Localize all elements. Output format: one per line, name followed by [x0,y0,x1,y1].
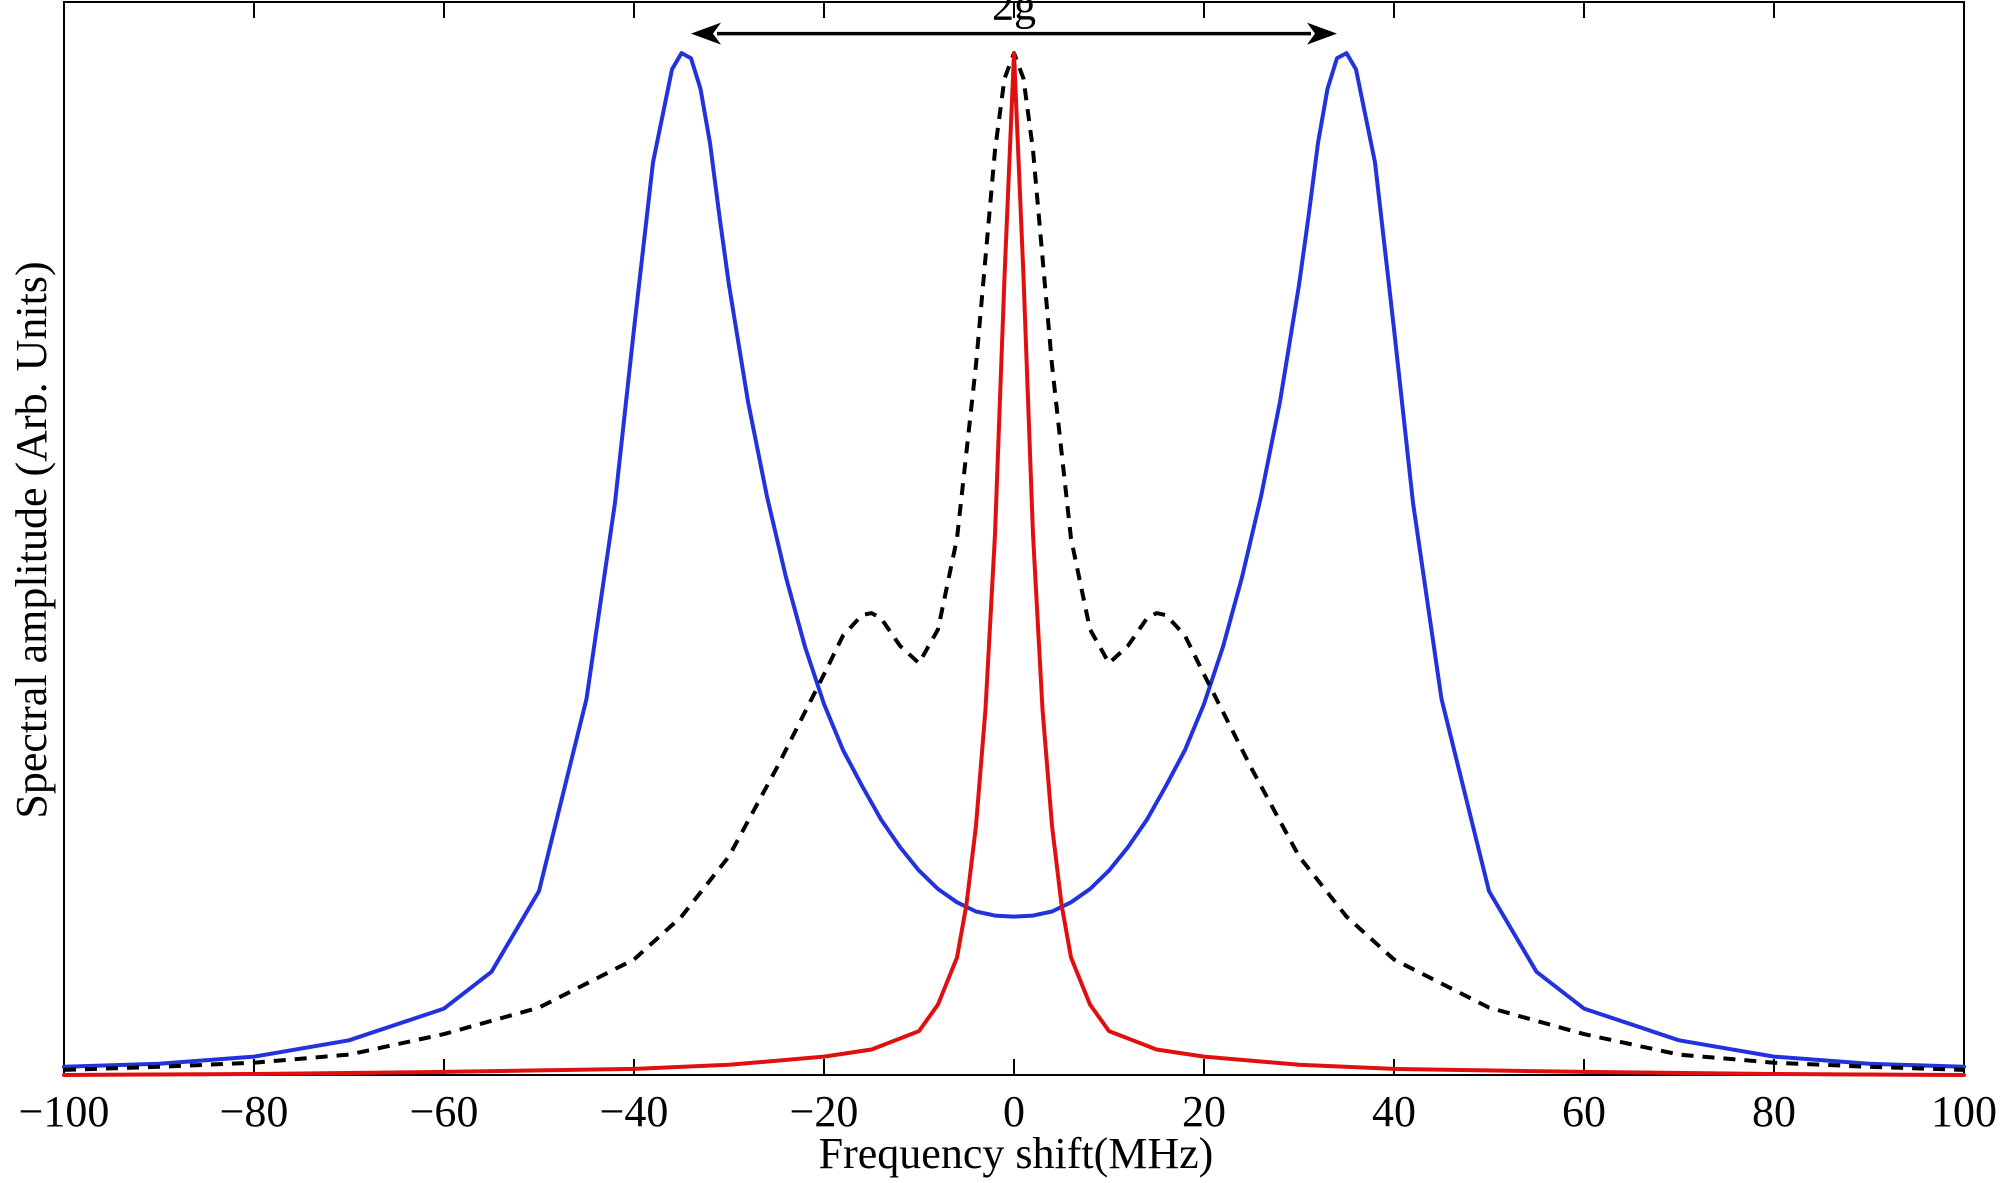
series-line-3 [62,51,1966,1077]
x-tick-label: −100 [19,1087,110,1136]
x-tick-label: 0 [1003,1087,1025,1136]
x-tick-label: 80 [1752,1087,1796,1136]
x-axis-label: Frequency shift(MHz) [819,1129,1214,1178]
x-tick-label: 100 [1931,1087,1997,1136]
plot-series [62,51,1966,1077]
x-tick-label: −80 [220,1087,289,1136]
x-tick-label: −20 [790,1087,859,1136]
x-tick-label: 20 [1182,1087,1226,1136]
arrow-head-left [691,22,721,45]
series-line-1 [62,51,1966,1069]
x-tick-label: 40 [1372,1087,1416,1136]
annotation: 2g [691,0,1337,45]
arrow-head-right [1307,22,1337,45]
annotation-label: 2g [992,0,1036,30]
plot-frame [63,1,1965,1076]
x-tick-label: 60 [1562,1087,1606,1136]
x-tick-label: −60 [410,1087,479,1136]
y-axis-label: Spectral amplitude (Arb. Units) [7,261,56,818]
axes: −100 −80 −60 −40 −20 0 20 40 60 80 100 [19,1,1997,1136]
x-tick-label: −40 [600,1087,669,1136]
